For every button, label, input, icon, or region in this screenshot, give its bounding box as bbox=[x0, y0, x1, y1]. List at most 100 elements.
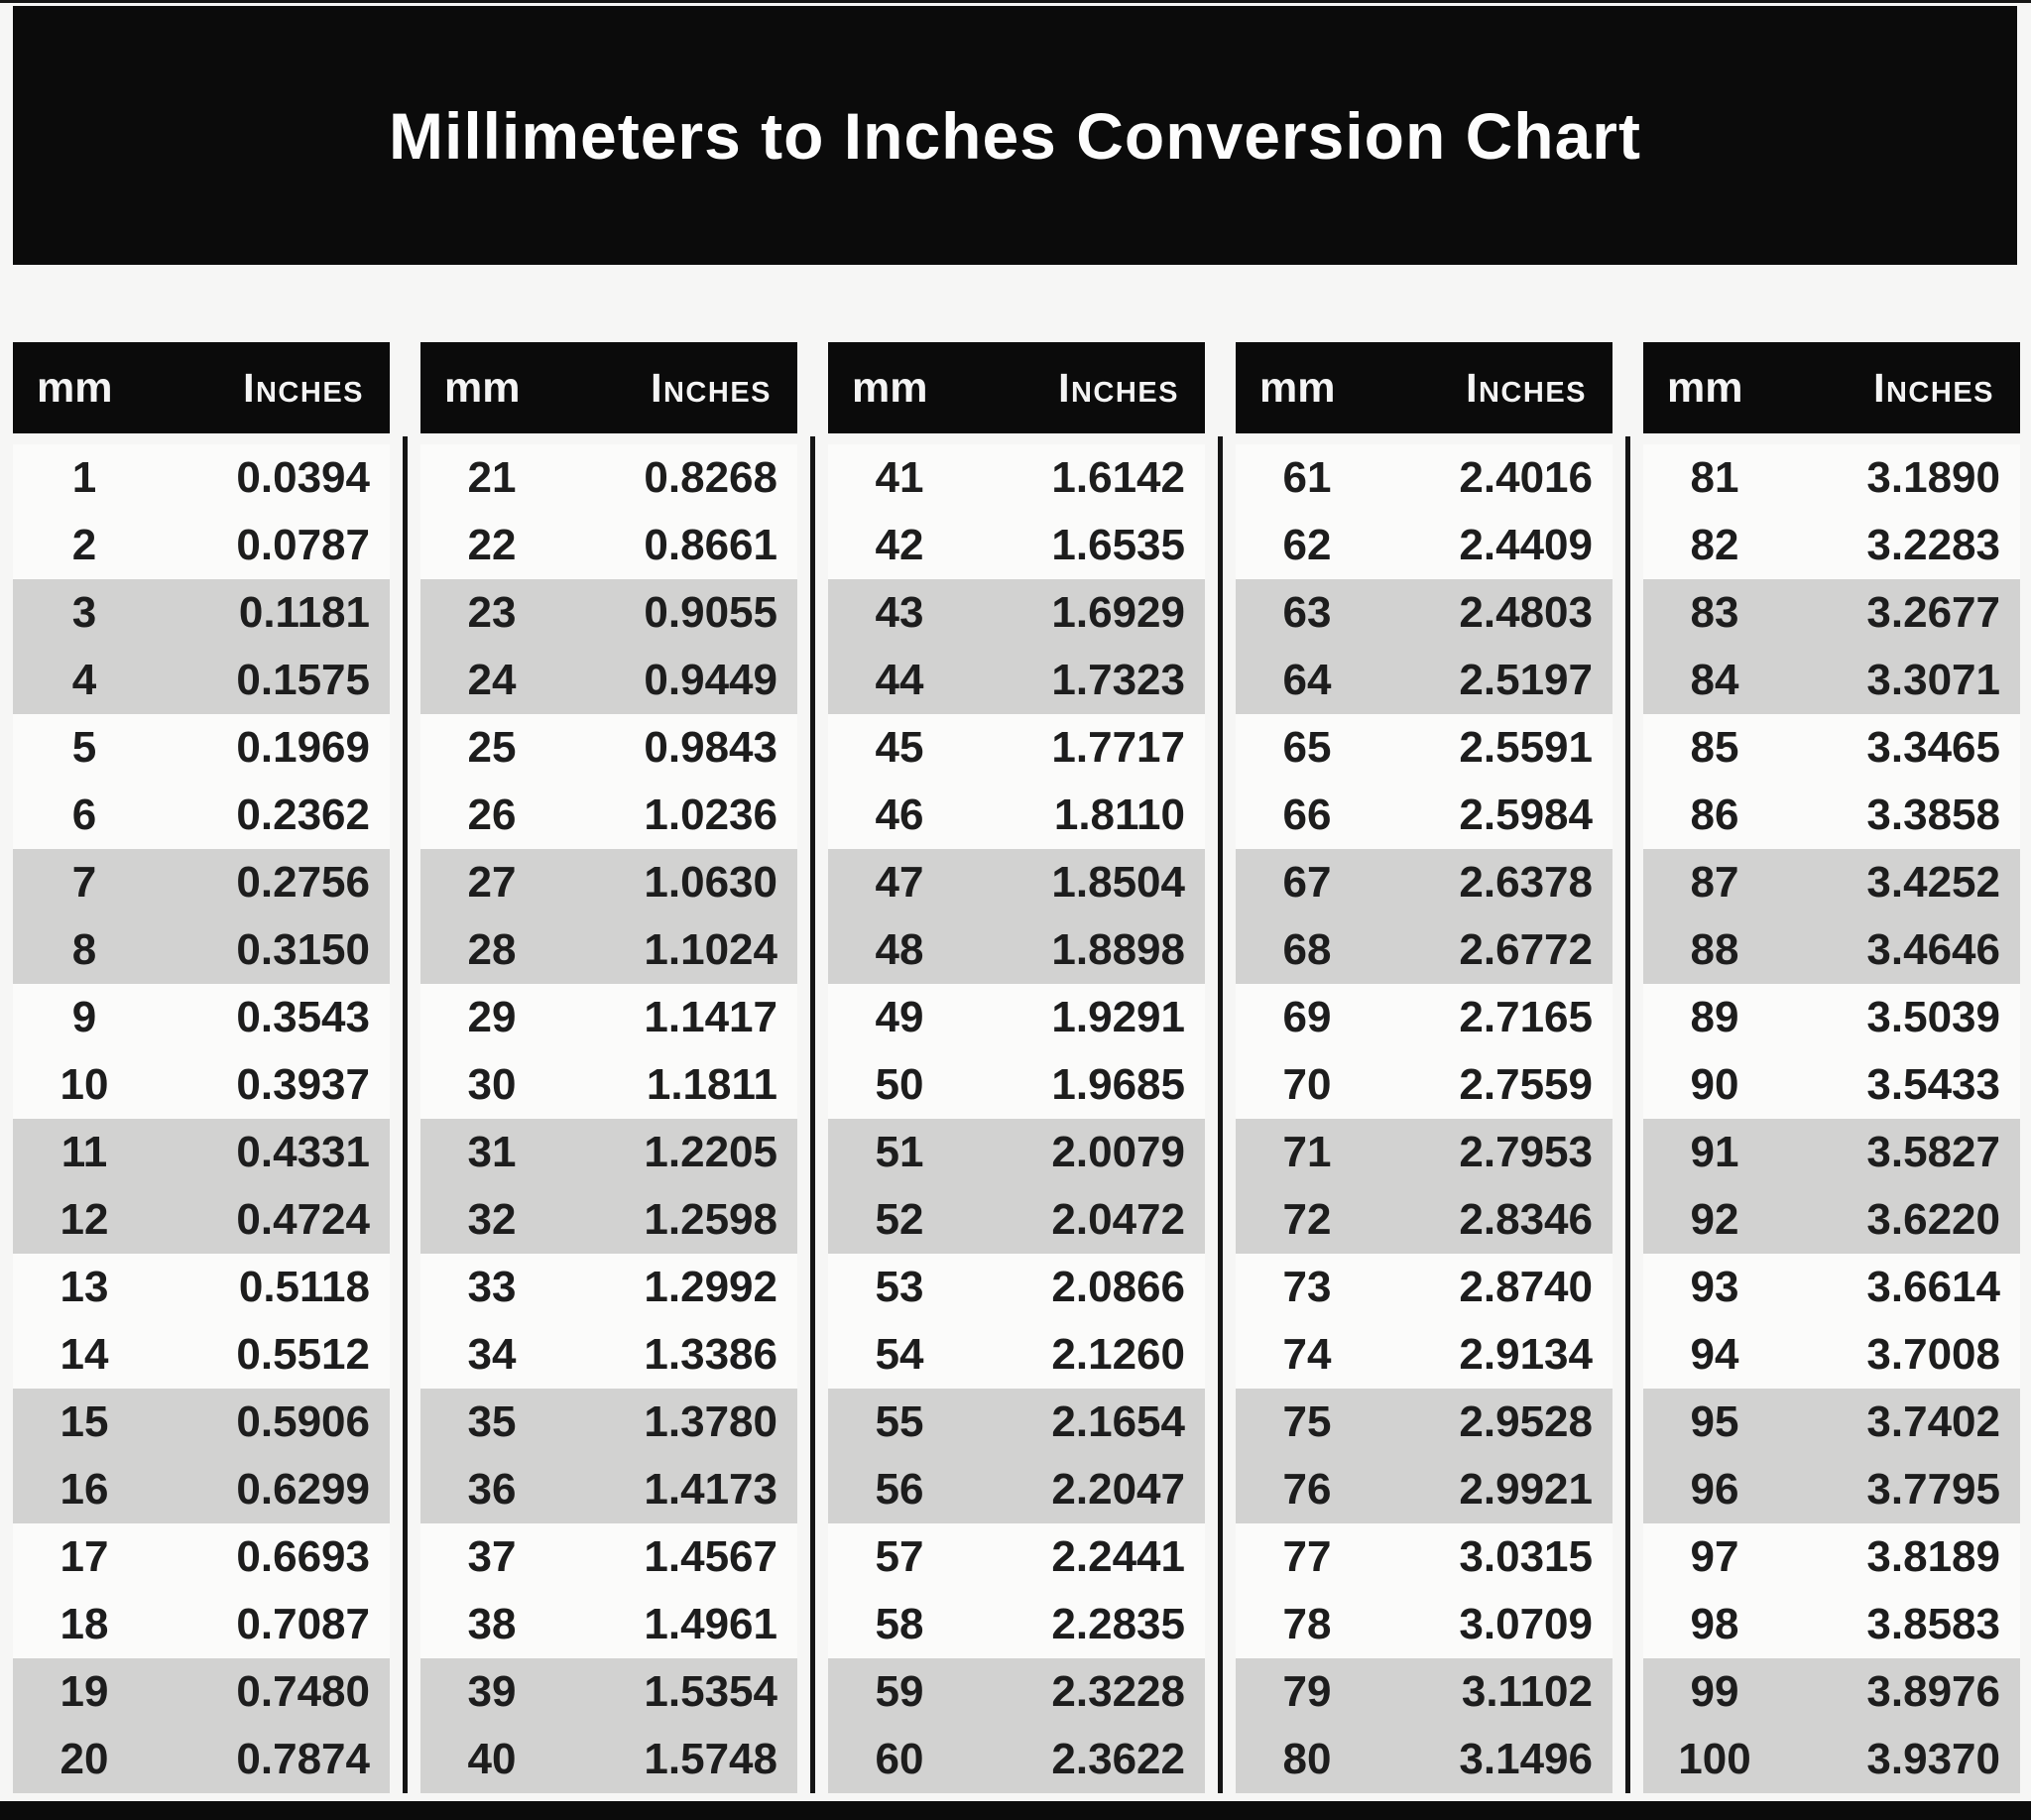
inches-value: 1.3386 bbox=[644, 1330, 777, 1379]
table-row: 40 1.5748 bbox=[420, 1726, 797, 1793]
mm-value: 85 bbox=[1690, 723, 1739, 772]
table-row: 11 0.4331 bbox=[13, 1119, 390, 1186]
table-row: 7 0.2756 bbox=[13, 849, 390, 916]
mm-value: 23 bbox=[467, 588, 517, 637]
mm-header-label: mm bbox=[1667, 363, 1743, 412]
table-row: 85 3.3465 bbox=[1643, 714, 2020, 782]
mm-value: 41 bbox=[875, 453, 924, 502]
mm-value: 60 bbox=[875, 1735, 924, 1783]
mm-value: 4 bbox=[71, 656, 97, 704]
inches-value: 3.7008 bbox=[1866, 1330, 2000, 1379]
inches-value: 2.8346 bbox=[1459, 1195, 1593, 1244]
table-row: 71 2.7953 bbox=[1236, 1119, 1613, 1186]
inches-value: 3.0315 bbox=[1459, 1532, 1593, 1581]
inches-value: 3.5433 bbox=[1866, 1060, 2000, 1109]
column-header: mm Inches bbox=[1643, 342, 2020, 433]
inches-value: 2.6378 bbox=[1459, 858, 1593, 907]
mm-value: 22 bbox=[467, 521, 517, 569]
inches-value: 1.1811 bbox=[646, 1060, 777, 1109]
mm-value: 71 bbox=[1282, 1128, 1332, 1176]
table-row: 29 1.1417 bbox=[420, 984, 797, 1051]
mm-value: 40 bbox=[467, 1735, 517, 1783]
inches-value: 2.2835 bbox=[1051, 1600, 1185, 1648]
rows: 1 0.0394 2 0.0787 3 0.1181 4 0.1575 5 0.1969 6 0.23… bbox=[13, 444, 390, 1793]
rows: 41 1.6142 42 1.6535 43 1.6929 44 1.7323 45 1.7717… bbox=[828, 444, 1205, 1793]
table-row: 27 1.0630 bbox=[420, 849, 797, 916]
inches-value: 0.4724 bbox=[236, 1195, 370, 1244]
inches-value: 3.8583 bbox=[1866, 1600, 2000, 1648]
table-row: 84 3.3071 bbox=[1643, 647, 2020, 714]
table-row: 19 0.7480 bbox=[13, 1658, 390, 1726]
inches-value: 3.8189 bbox=[1866, 1532, 2000, 1581]
table-row: 50 1.9685 bbox=[828, 1051, 1205, 1119]
inches-value: 0.7480 bbox=[236, 1667, 370, 1716]
column-group: mm Inches 21 0.8268 22 0.8661 23 0.9055 24 0.9449… bbox=[420, 342, 797, 1793]
inches-value: 3.4252 bbox=[1866, 858, 2000, 907]
column-header: mm Inches bbox=[1236, 342, 1613, 433]
inches-value: 3.0709 bbox=[1459, 1600, 1593, 1648]
mm-value: 73 bbox=[1282, 1263, 1332, 1311]
mm-value: 18 bbox=[60, 1600, 109, 1648]
inches-value: 1.2598 bbox=[644, 1195, 777, 1244]
mm-value: 78 bbox=[1282, 1600, 1332, 1648]
column-group: mm Inches 81 3.1890 82 3.2283 83 3.2677 84 3.3071… bbox=[1643, 342, 2020, 1793]
mm-value: 10 bbox=[60, 1060, 109, 1109]
mm-value: 48 bbox=[875, 925, 924, 974]
table-row: 89 3.5039 bbox=[1643, 984, 2020, 1051]
mm-value: 11 bbox=[60, 1128, 108, 1176]
mm-value: 67 bbox=[1282, 858, 1332, 907]
table-row: 59 2.3228 bbox=[828, 1658, 1205, 1726]
inches-value: 1.1024 bbox=[644, 925, 777, 974]
column-group: mm Inches 61 2.4016 62 2.4409 63 2.4803 64 2.5197… bbox=[1236, 342, 1613, 1793]
mm-value: 52 bbox=[875, 1195, 924, 1244]
table-row: 95 3.7402 bbox=[1643, 1389, 2020, 1456]
inches-value: 0.5118 bbox=[238, 1263, 370, 1311]
table-row: 23 0.9055 bbox=[420, 579, 797, 647]
table-row: 42 1.6535 bbox=[828, 512, 1205, 579]
inches-value: 3.2283 bbox=[1866, 521, 2000, 569]
inches-value: 0.9055 bbox=[644, 588, 777, 637]
table-row: 52 2.0472 bbox=[828, 1186, 1205, 1254]
inches-value: 1.0236 bbox=[644, 790, 777, 839]
mm-value: 92 bbox=[1690, 1195, 1739, 1244]
inches-value: 2.5197 bbox=[1459, 656, 1593, 704]
column-group: mm Inches 1 0.0394 2 0.0787 3 0.1181 4 0.1575 5 0.1… bbox=[13, 342, 390, 1793]
inches-value: 3.5827 bbox=[1866, 1128, 2000, 1176]
table-row: 90 3.5433 bbox=[1643, 1051, 2020, 1119]
table-row: 87 3.4252 bbox=[1643, 849, 2020, 916]
mm-value: 88 bbox=[1690, 925, 1739, 974]
column-divider bbox=[403, 436, 408, 1793]
mm-value: 89 bbox=[1690, 993, 1739, 1041]
table-row: 6 0.2362 bbox=[13, 782, 390, 849]
table-row: 33 1.2992 bbox=[420, 1254, 797, 1321]
inches-value: 0.4331 bbox=[236, 1128, 370, 1176]
table-row: 51 2.0079 bbox=[828, 1119, 1205, 1186]
table-row: 10 0.3937 bbox=[13, 1051, 390, 1119]
mm-value: 44 bbox=[875, 656, 924, 704]
column-header: mm Inches bbox=[420, 342, 797, 433]
inches-value: 3.2677 bbox=[1866, 588, 2000, 637]
inches-value: 2.9528 bbox=[1459, 1397, 1593, 1446]
mm-value: 38 bbox=[467, 1600, 517, 1648]
mm-value: 87 bbox=[1690, 858, 1739, 907]
inches-value: 1.2205 bbox=[644, 1128, 777, 1176]
column-divider bbox=[1625, 436, 1630, 1793]
table-row: 88 3.4646 bbox=[1643, 916, 2020, 984]
table-row: 39 1.5354 bbox=[420, 1658, 797, 1726]
inches-value: 2.2047 bbox=[1051, 1465, 1185, 1514]
mm-value: 72 bbox=[1282, 1195, 1332, 1244]
inches-value: 2.7165 bbox=[1459, 993, 1593, 1041]
mm-value: 15 bbox=[60, 1397, 109, 1446]
table-row: 48 1.8898 bbox=[828, 916, 1205, 984]
mm-value: 33 bbox=[467, 1263, 517, 1311]
table-row: 83 3.2677 bbox=[1643, 579, 2020, 647]
mm-value: 68 bbox=[1282, 925, 1332, 974]
inches-value: 3.6220 bbox=[1866, 1195, 2000, 1244]
table-row: 57 2.2441 bbox=[828, 1523, 1205, 1591]
mm-value: 20 bbox=[60, 1735, 109, 1783]
inches-value: 2.3622 bbox=[1051, 1735, 1185, 1783]
inches-value: 0.8268 bbox=[644, 453, 777, 502]
table-row: 76 2.9921 bbox=[1236, 1456, 1613, 1523]
mm-value: 47 bbox=[875, 858, 924, 907]
